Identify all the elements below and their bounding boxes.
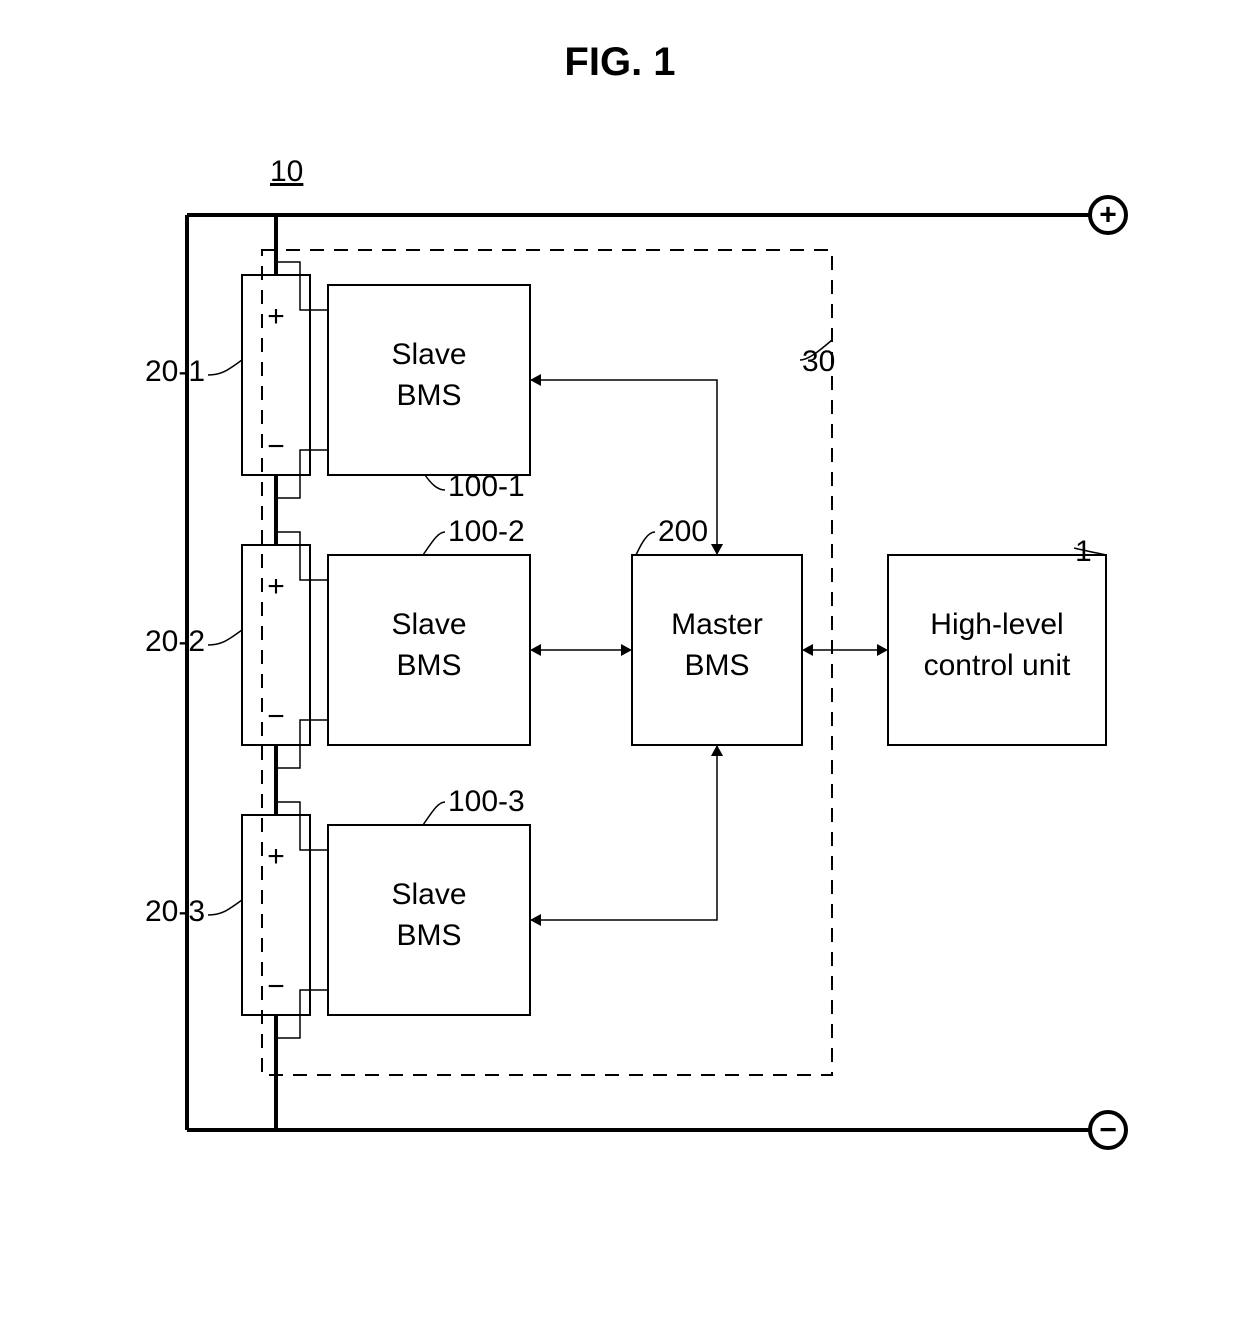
svg-text:+: + bbox=[1099, 199, 1117, 232]
ref-1: 1 bbox=[1075, 535, 1092, 569]
label-line: BMS bbox=[684, 649, 749, 682]
battery-2-plus-icon: + bbox=[266, 570, 286, 604]
ref-20-1: 20-1 bbox=[145, 355, 205, 389]
ref-100-1: 100-1 bbox=[448, 470, 525, 504]
label-line: Slave bbox=[391, 338, 466, 371]
svg-text:−: − bbox=[1099, 1114, 1117, 1147]
label-line: BMS bbox=[396, 379, 461, 412]
ref-100-3: 100-3 bbox=[448, 785, 525, 819]
battery-1-minus-icon: − bbox=[266, 430, 286, 464]
ref-100-2: 100-2 bbox=[448, 515, 525, 549]
label-slave-bms-1: Slave BMS bbox=[328, 335, 530, 416]
ref-30: 30 bbox=[802, 345, 835, 379]
label-line: control unit bbox=[924, 649, 1071, 682]
ref-200: 200 bbox=[658, 515, 708, 549]
label-slave-bms-3: Slave BMS bbox=[328, 875, 530, 956]
label-master-bms: Master BMS bbox=[632, 605, 802, 686]
battery-3-plus-icon: + bbox=[266, 840, 286, 874]
label-line: BMS bbox=[396, 919, 461, 952]
label-line: Slave bbox=[391, 878, 466, 911]
label-line: BMS bbox=[396, 649, 461, 682]
diagram-stage: FIG. 1 +− 10 20-1 20-2 20-3 100-1 100-2 … bbox=[0, 0, 1240, 1339]
battery-3-minus-icon: − bbox=[266, 970, 286, 1004]
label-line: Slave bbox=[391, 608, 466, 641]
battery-2-minus-icon: − bbox=[266, 700, 286, 734]
label-slave-bms-2: Slave BMS bbox=[328, 605, 530, 686]
label-line: Master bbox=[671, 608, 763, 641]
ref-10: 10 bbox=[270, 155, 303, 189]
label-high-level-control-unit: High-level control unit bbox=[888, 605, 1106, 686]
battery-1-plus-icon: + bbox=[266, 300, 286, 334]
ref-20-2: 20-2 bbox=[145, 625, 205, 659]
ref-20-3: 20-3 bbox=[145, 895, 205, 929]
label-line: High-level bbox=[930, 608, 1063, 641]
